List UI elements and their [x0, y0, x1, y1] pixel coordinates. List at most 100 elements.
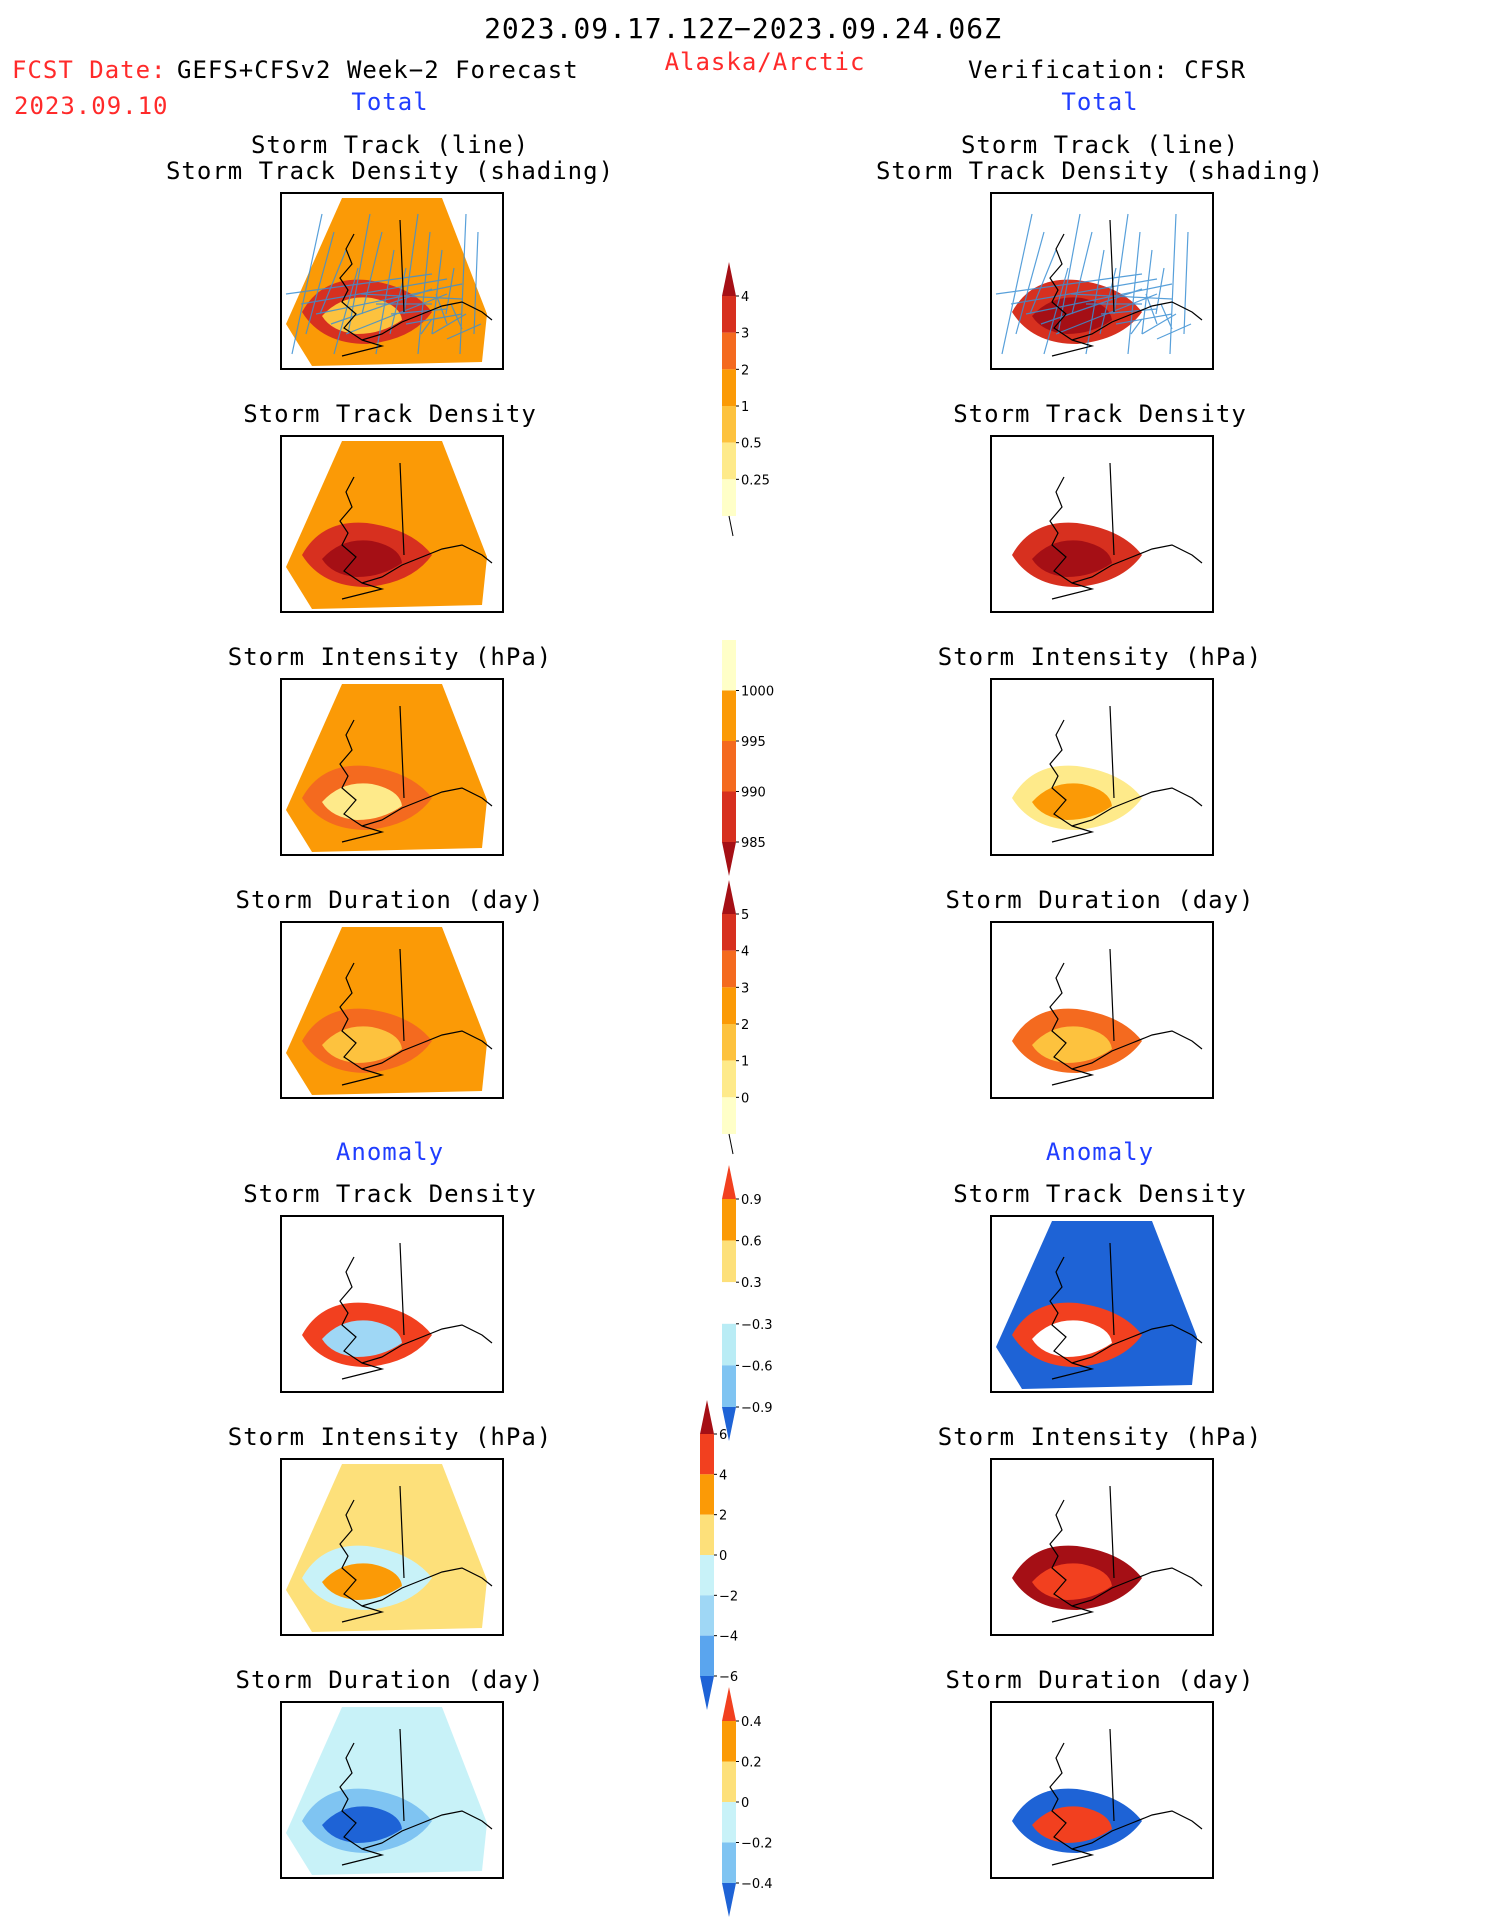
map-shading-core: [322, 540, 402, 577]
obs-track-density-shading-title: Storm Track Density (shading): [875, 157, 1325, 185]
verification-label: Verification: CFSR: [967, 56, 1247, 84]
colorbar-tail: [728, 1133, 734, 1155]
fcst-anom-density-title: Storm Track Density: [243, 1180, 537, 1208]
fcst-duration-title: Storm Duration (day): [235, 886, 545, 914]
colorbar-box: [722, 1240, 736, 1283]
obs-total-heading: Total: [1061, 88, 1139, 116]
colorbar-box: [722, 1097, 736, 1134]
colorbar-tick-label: 990: [741, 786, 766, 801]
fcst-density-map: [280, 435, 504, 613]
colorbar-top-arrow: [722, 262, 736, 296]
colorbar-tick-label: 2: [719, 1509, 727, 1524]
colorbar-top-arrow: [722, 1165, 736, 1199]
alaska-coastline: [339, 948, 493, 1086]
fcst-anom-duration-title: Storm Duration (day): [235, 1666, 545, 1694]
colorbar-tick-label: 0.4: [741, 1715, 762, 1730]
alaska-coastline: [1049, 705, 1203, 843]
map-shading-core: [1032, 1320, 1112, 1357]
alaska-coastline: [339, 219, 493, 357]
colorbar-tick-label: 1: [741, 1055, 749, 1070]
colorbar-box: [722, 1365, 736, 1407]
alaska-coastline: [1049, 1728, 1203, 1866]
colorbar-tick-label: 0.2: [741, 1756, 762, 1771]
colorbar-box: [722, 332, 736, 370]
colorbar-box: [722, 1060, 736, 1098]
obs-anom-duration-map: [990, 1701, 1214, 1879]
colorbar-tick-label: 2: [741, 363, 749, 378]
fcst-date-value: 2023.09.10: [14, 92, 169, 120]
colorbar-bottom-arrow: [722, 842, 736, 876]
obs-density-map: [990, 435, 1214, 613]
map-shading-core: [322, 1806, 402, 1843]
colorbar-box: [722, 914, 736, 951]
obs-duration-map: [990, 921, 1214, 1099]
colorbar-box: [722, 640, 736, 691]
colorbar-box: [722, 1024, 736, 1061]
colorbar-box: [722, 1282, 736, 1324]
fcst-total-heading: Total: [351, 88, 429, 116]
colorbar-tick-label: 0.6: [741, 1235, 762, 1250]
alaska-coastline: [339, 1242, 493, 1380]
alaska-coastline: [1049, 1242, 1203, 1380]
colorbar-tick-label: −0.9: [741, 1401, 773, 1416]
fcst-date-label: FCST Date:: [12, 56, 167, 84]
alaska-coastline: [1049, 462, 1203, 600]
fcst-track-line-title: Storm Track (line): [250, 131, 530, 159]
obs-intensity-title: Storm Intensity (hPa): [937, 643, 1263, 671]
colorbar-tick-label: −4: [719, 1630, 738, 1645]
colorbar-box: [722, 296, 736, 333]
obs-duration-title: Storm Duration (day): [945, 886, 1255, 914]
map-shading-core: [322, 1026, 402, 1063]
intensity-colorbar: 1000995990985980: [722, 640, 774, 876]
colorbar-tick-label: 0.9: [741, 1193, 762, 1208]
fcst-intensity-map: [280, 678, 504, 856]
colorbar-box: [722, 369, 736, 406]
colorbar-tick-label: 0.3: [741, 1276, 762, 1291]
colorbar-tick-label: −2: [719, 1589, 738, 1604]
region-label: Alaska/Arctic: [664, 48, 866, 76]
colorbar-box: [722, 1802, 736, 1843]
colorbar-tick-label: −6: [719, 1670, 738, 1685]
obs-anomaly-heading: Anomaly: [1045, 1138, 1155, 1166]
colorbar-box: [722, 791, 736, 842]
anom-duration-colorbar: 0.4 0.2 0 −0.2 −0.4: [722, 1687, 773, 1917]
colorbar-box: [722, 1323, 736, 1366]
colorbar-tick-label: 1000: [741, 685, 774, 700]
obs-anom-density-title: Storm Track Density: [953, 1180, 1247, 1208]
colorbar-tick-label: 4: [741, 290, 749, 305]
obs-anom-intensity-map: [990, 1458, 1214, 1636]
colorbar-bottom-arrow: [722, 1883, 736, 1917]
colorbar-tick-label: −0.2: [741, 1837, 773, 1852]
colorbar-box: [722, 442, 736, 480]
alaska-coastline: [339, 1728, 493, 1866]
colorbar-tick-label: 0: [719, 1549, 727, 1564]
colorbar-tick-label: 985: [741, 836, 766, 851]
duration-colorbar: 5 4 3 2 1 0: [722, 880, 749, 1155]
colorbar-box: [722, 987, 736, 1024]
map-shading-core: [1032, 1806, 1112, 1843]
colorbar-box: [700, 1474, 714, 1515]
obs-intensity-map: [990, 678, 1214, 856]
colorbar-box: [700, 1434, 714, 1475]
colorbar-top-arrow: [722, 1687, 736, 1721]
colorbar-bottom-arrow: [722, 1407, 736, 1441]
colorbar-box: [722, 1199, 736, 1241]
colorbar-tick-label: −0.3: [741, 1318, 773, 1333]
colorbar-top-arrow: [722, 880, 736, 914]
colorbar-tick-label: 995: [741, 735, 766, 750]
colorbar-box: [722, 950, 736, 988]
obs-track-map: [990, 192, 1214, 370]
alaska-coastline: [339, 1485, 493, 1623]
fcst-duration-map: [280, 921, 504, 1099]
obs-track-density-title: Storm Track Density: [953, 400, 1247, 428]
colorbar-box: [722, 690, 736, 741]
alaska-coastline: [339, 705, 493, 843]
colorbar-box: [722, 1842, 736, 1883]
map-shading-core: [1032, 783, 1112, 820]
colorbar-tick-label: 5: [741, 908, 749, 923]
map-shading-core: [1032, 1563, 1112, 1600]
anom-intensity-colorbar: 6 4 2 0 −2 −4 −6: [700, 1400, 738, 1710]
fcst-track-density-shading-title: Storm Track Density (shading): [165, 157, 615, 185]
map-shading-core: [1032, 1026, 1112, 1063]
fcst-anom-intensity-map: [280, 1458, 504, 1636]
